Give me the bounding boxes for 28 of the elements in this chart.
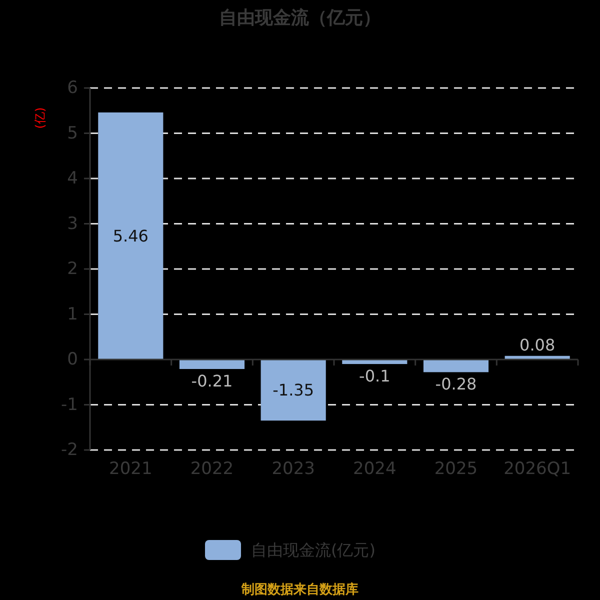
y-tick-label: 0: [67, 350, 78, 370]
x-tick-label: 2023: [272, 459, 315, 479]
y-tick-label: 1: [67, 304, 78, 324]
y-axis-title: (亿): [33, 107, 47, 129]
data-label: -0.1: [359, 366, 390, 386]
y-tick-label: 5: [67, 123, 78, 144]
y-tick-label: 2: [67, 259, 78, 279]
data-label: 0.08: [520, 335, 556, 354]
data-label: -1.35: [272, 380, 314, 400]
y-tick-label: 4: [67, 168, 78, 188]
data-label: -0.21: [191, 372, 233, 391]
data-label: -0.28: [435, 374, 477, 394]
x-tick-label: 2026Q1: [504, 459, 572, 479]
y-tick-label: 6: [67, 78, 78, 98]
y-tick-label: -1: [61, 394, 78, 415]
text: 制图数据来自数据库: [240, 582, 358, 598]
x-tick-label: 2025: [434, 459, 478, 479]
data-label: 5.46: [112, 226, 148, 246]
bar: [423, 360, 489, 372]
legend-label: 自由现金流(亿元): [251, 540, 376, 560]
chart-title: 自由现金流（亿元）: [219, 8, 381, 28]
bar: [98, 112, 164, 360]
x-tick-label: 2021: [109, 459, 152, 479]
bar: [260, 360, 326, 421]
y-tick-label: -2: [61, 440, 78, 460]
x-tick-label: 2022: [190, 459, 234, 479]
x-tick-label: 2024: [353, 459, 396, 479]
y-tick-label: 3: [67, 214, 78, 234]
